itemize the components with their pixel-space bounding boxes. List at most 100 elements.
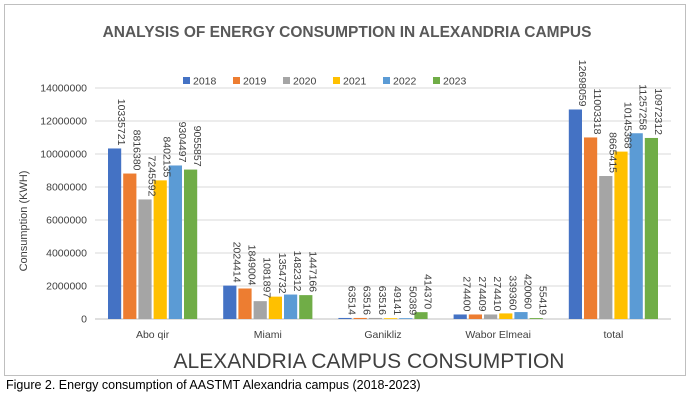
chart-frame: ANALYSIS OF ENERGY CONSUMPTION IN ALEXAN…	[4, 4, 686, 376]
data-label: 1081897	[261, 257, 273, 298]
bar	[299, 295, 313, 319]
bar	[529, 318, 543, 319]
bar	[138, 199, 152, 319]
bar	[644, 137, 658, 319]
legend-label: 2021	[343, 76, 367, 88]
bar	[614, 151, 628, 319]
bar	[499, 313, 513, 319]
data-label: 274400	[461, 276, 473, 311]
x-tick-label: Ganikliz	[364, 329, 401, 341]
data-label: 274410	[491, 276, 503, 311]
legend-label: 2018	[193, 76, 217, 88]
legend-entry: 2020	[283, 76, 317, 88]
data-label: 9304497	[176, 122, 188, 163]
bar	[253, 301, 267, 319]
legend-label: 2023	[443, 76, 467, 88]
y-tick-label: 8000000	[46, 182, 87, 194]
bar	[338, 317, 352, 319]
bar	[238, 288, 252, 319]
legend-entry: 2021	[333, 76, 367, 88]
bar	[414, 312, 428, 319]
y-axis-ticks: 0 2000000 4000000 6000000 8000000 10000000 120…	[40, 83, 87, 326]
data-label: 11257258	[637, 84, 649, 130]
data-label: 63514	[346, 286, 358, 315]
data-label: 9055857	[191, 126, 203, 167]
y-tick-label: 6000000	[46, 215, 87, 227]
x-tick-label: Wabor Elmeai	[465, 329, 531, 341]
data-label: 12698059	[576, 60, 588, 107]
data-label: 274409	[476, 276, 488, 311]
data-label: 63516	[376, 286, 388, 315]
bar	[284, 294, 298, 319]
chart-title: ANALYSIS OF ENERGY CONSUMPTION IN ALEXAN…	[103, 24, 592, 41]
figure-caption: Figure 2. Energy consumption of AASTMT A…	[6, 378, 421, 392]
data-label: 1447166	[306, 251, 318, 292]
legend-entry: 2019	[233, 76, 267, 88]
data-label: 8816380	[130, 130, 142, 171]
legend-swatch	[333, 77, 340, 84]
legend-swatch	[383, 77, 390, 84]
data-label: 10972312	[652, 88, 664, 135]
bar	[168, 165, 182, 319]
bar	[368, 317, 382, 319]
data-label: 420060	[522, 274, 534, 309]
bar	[123, 173, 137, 319]
bar	[629, 133, 643, 319]
data-label: 1354732	[276, 253, 288, 294]
bar	[399, 318, 413, 319]
bar	[153, 180, 167, 319]
bar	[568, 109, 582, 319]
y-tick-label: 2000000	[46, 281, 87, 293]
bar	[353, 317, 367, 319]
bar	[453, 314, 467, 319]
bar	[223, 285, 237, 319]
y-tick-label: 14000000	[40, 83, 87, 95]
data-label: 55419	[537, 286, 549, 315]
bars	[108, 109, 658, 319]
data-label: 8665415	[606, 132, 618, 173]
bar	[468, 314, 482, 319]
legend-label: 2022	[393, 76, 417, 88]
legend-entry: 2023	[433, 76, 467, 88]
x-axis-ticks: Abo qir Miami Ganikliz Wabor Elmeai total	[136, 329, 623, 341]
data-label: 1482312	[291, 251, 303, 292]
data-label: 63516	[361, 286, 373, 315]
bar	[384, 318, 398, 319]
x-tick-label: total	[603, 329, 623, 341]
y-axis-label: Consumption (KWH)	[18, 171, 30, 272]
data-label: 414370	[422, 274, 434, 309]
legend: 2018 2019 2020 2021 2022 2023	[183, 76, 467, 88]
data-label: 10145368	[622, 102, 634, 149]
data-label: 1849004	[246, 245, 258, 286]
bar	[268, 296, 282, 319]
legend-label: 2019	[243, 76, 267, 88]
legend-swatch	[283, 77, 290, 84]
bar	[599, 176, 613, 319]
bar	[584, 137, 598, 319]
chart-svg: ANALYSIS OF ENERGY CONSUMPTION IN ALEXAN…	[18, 24, 671, 373]
legend-swatch	[183, 77, 190, 84]
x-axis-label: ALEXANDRIA CAMPUS CONSUMPTION	[174, 350, 565, 373]
bar	[514, 312, 528, 319]
y-tick-label: 4000000	[46, 248, 87, 260]
y-tick-label: 0	[81, 314, 87, 326]
y-tick-label: 10000000	[40, 149, 87, 161]
bar	[108, 148, 122, 319]
bar	[184, 169, 198, 319]
data-label: 339360	[506, 275, 518, 310]
data-label: 7245592	[146, 156, 158, 197]
data-label: 11003318	[591, 89, 603, 135]
legend-swatch	[233, 77, 240, 84]
x-tick-label: Miami	[254, 329, 282, 341]
data-label: 49141	[391, 286, 403, 315]
legend-swatch	[433, 77, 440, 84]
bar	[484, 314, 498, 319]
y-tick-label: 12000000	[40, 116, 87, 128]
x-tick-label: Abo qir	[136, 329, 170, 341]
data-label: 10335721	[115, 99, 127, 146]
data-label: 50389	[406, 286, 418, 315]
data-label: 8402135	[161, 136, 173, 177]
data-label: 2024414	[230, 242, 242, 283]
legend-entry: 2018	[183, 76, 217, 88]
